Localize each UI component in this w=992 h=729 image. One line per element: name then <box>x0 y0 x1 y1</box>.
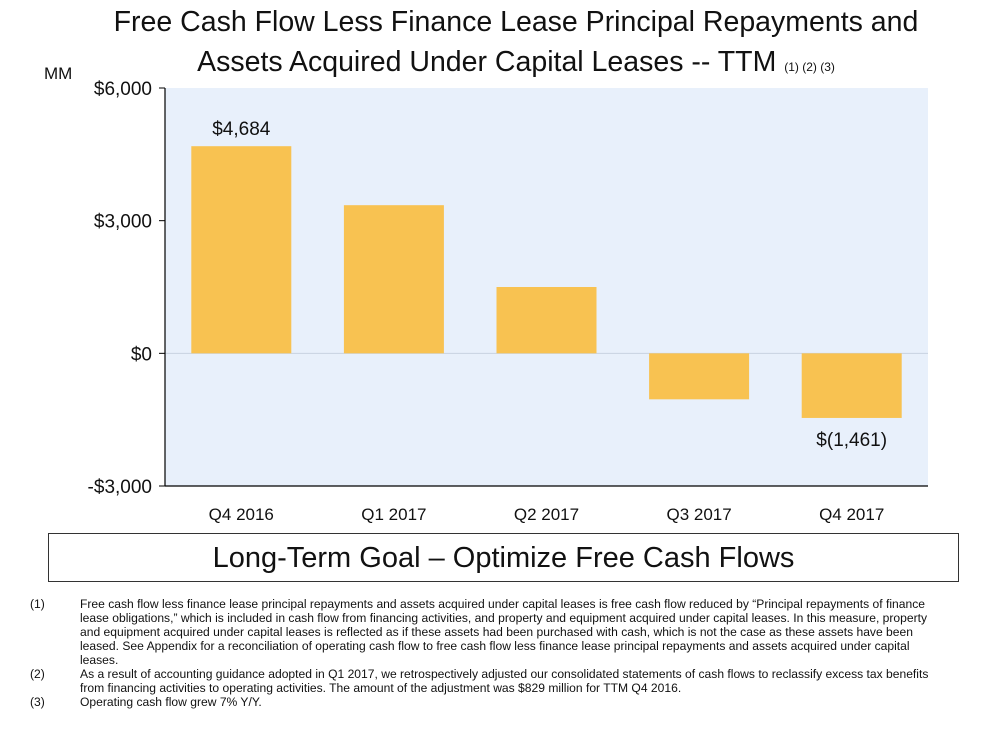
title-line-2: Assets Acquired Under Capital Leases -- … <box>40 42 992 87</box>
bar <box>801 353 902 418</box>
bar <box>191 146 292 354</box>
y-tick-label: -$3,000 <box>88 477 152 498</box>
bar-chart: -$3,000 $0 $3,000 $6,000 Q4 2016 $4,684 Q1 201… <box>88 79 928 524</box>
units-label: MM <box>44 64 73 83</box>
long-term-goal-box: Long-Term Goal – Optimize Free Cash Flow… <box>48 533 959 582</box>
goal-text: Long-Term Goal – Optimize Free Cash Flow… <box>212 542 795 574</box>
title-line-1: Free Cash Flow Less Finance Lease Princi… <box>113 6 919 38</box>
x-tick-label: Q4 2017 <box>819 505 884 524</box>
x-tick-label: Q4 2016 <box>209 505 274 524</box>
footnote-number: (1) <box>30 597 45 611</box>
x-tick-label: Q3 2017 <box>666 505 731 524</box>
footnote-number: (3) <box>30 695 45 709</box>
footnote: (1) Free cash flow less finance lease pr… <box>30 597 930 667</box>
footnote-text: As a result of accounting guidance adopt… <box>80 667 929 695</box>
bar <box>649 353 750 400</box>
footnote-text: Free cash flow less finance lease princi… <box>80 597 928 667</box>
y-tick-label: $0 <box>131 344 152 365</box>
y-tick-label: $3,000 <box>94 212 152 233</box>
x-tick-label: Q2 2017 <box>514 505 579 524</box>
data-label: $(1,461) <box>816 430 887 451</box>
data-label: $4,684 <box>212 119 271 140</box>
footnote-text: Operating cash flow grew 7% Y/Y. <box>80 695 262 709</box>
footnote: (2) As a result of accounting guidance a… <box>30 667 930 695</box>
title-line-2-text: Assets Acquired Under Capital Leases -- … <box>197 46 777 78</box>
bar <box>496 287 597 354</box>
x-tick-label: Q1 2017 <box>361 505 426 524</box>
title-footnote-refs: (1) (2) (3) <box>784 60 835 74</box>
chart-title: Free Cash Flow Less Finance Lease Princi… <box>40 2 992 87</box>
bar <box>343 205 444 354</box>
footnote: (3) Operating cash flow grew 7% Y/Y. <box>30 695 930 709</box>
footnotes: (1) Free cash flow less finance lease pr… <box>30 597 930 709</box>
y-tick-label: $6,000 <box>94 79 152 100</box>
footnote-number: (2) <box>30 667 45 681</box>
